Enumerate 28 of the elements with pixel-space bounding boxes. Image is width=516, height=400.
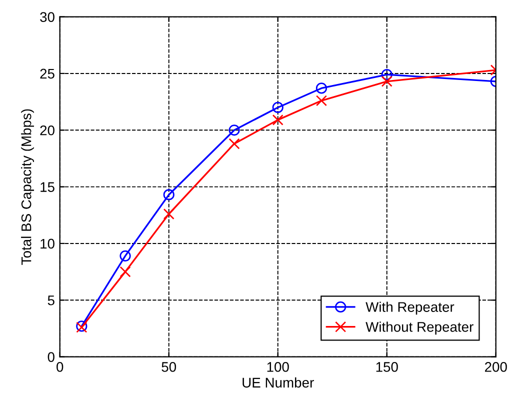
point [163,189,174,200]
y-tick-label: 15 [40,182,54,192]
point [120,266,131,278]
point [381,76,392,87]
x-tick-label: 150 [376,362,398,372]
point [381,69,392,80]
legend-label: With Repeater [366,302,454,315]
point [228,138,240,150]
y-tick-label: 25 [40,68,54,79]
y-tick-label: 20 [40,125,54,136]
y-tick-label: 30 [40,12,54,22]
x-tick-label: 50 [162,362,176,372]
y-tick-label: 0 [48,352,54,362]
x-tick-label: 100 [267,362,289,372]
point [163,208,174,220]
point [272,114,284,126]
y-tick-label: 10 [40,238,54,249]
x-tick-label: 200 [484,362,507,372]
point [228,124,240,136]
point [316,82,328,94]
x-tick-label: 0 [56,362,64,372]
point [316,95,328,106]
legend-label: Without Repeater [366,322,474,335]
y-axis-title: Total BS Capacity (Mbps) [21,109,34,265]
point [120,250,131,262]
y-tick-label: 5 [48,296,54,306]
point [272,102,284,114]
x-axis-title: UE Number [242,377,314,388]
